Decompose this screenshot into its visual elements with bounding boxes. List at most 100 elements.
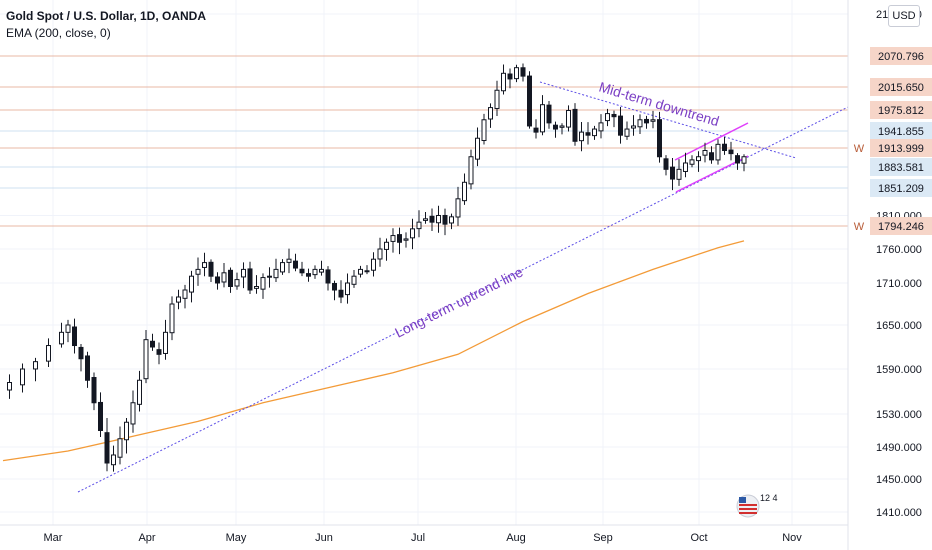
- candle[interactable]: [546, 101, 552, 129]
- candle[interactable]: [670, 158, 675, 191]
- candle[interactable]: [338, 280, 344, 304]
- candle[interactable]: [462, 173, 467, 205]
- candle[interactable]: [33, 357, 38, 382]
- candle[interactable]: [221, 263, 227, 288]
- candle[interactable]: [514, 64, 519, 83]
- candle[interactable]: [358, 265, 363, 278]
- candle[interactable]: [605, 108, 610, 127]
- candle[interactable]: [345, 273, 350, 304]
- candle[interactable]: [390, 228, 396, 253]
- candle[interactable]: [111, 445, 116, 472]
- candle[interactable]: [657, 111, 662, 163]
- candle[interactable]: [20, 363, 25, 393]
- candle[interactable]: [520, 63, 526, 82]
- candle[interactable]: [72, 318, 77, 354]
- candle[interactable]: [169, 296, 175, 341]
- candle[interactable]: [637, 114, 643, 135]
- candle[interactable]: [332, 280, 337, 301]
- currency-button[interactable]: USD: [888, 5, 920, 27]
- candle[interactable]: [137, 370, 142, 412]
- candle[interactable]: [189, 270, 194, 303]
- candle[interactable]: [286, 248, 292, 274]
- price-level-label-box[interactable]: [870, 78, 932, 96]
- candle[interactable]: [540, 95, 545, 136]
- candle[interactable]: [117, 426, 123, 465]
- candle[interactable]: [124, 418, 129, 454]
- candle[interactable]: [676, 159, 682, 186]
- candle[interactable]: [215, 272, 220, 290]
- candle[interactable]: [85, 351, 90, 388]
- candle[interactable]: [377, 237, 383, 267]
- candle[interactable]: [306, 268, 311, 282]
- candle[interactable]: [247, 261, 253, 295]
- candle[interactable]: [130, 390, 136, 433]
- candle[interactable]: [527, 71, 532, 129]
- candle[interactable]: [709, 146, 714, 164]
- candle[interactable]: [702, 142, 708, 163]
- candle[interactable]: [241, 262, 246, 289]
- price-level-label-box[interactable]: [870, 101, 932, 119]
- candle[interactable]: [455, 186, 461, 226]
- candle[interactable]: [59, 322, 64, 348]
- candle[interactable]: [475, 127, 480, 167]
- candle[interactable]: [312, 265, 318, 279]
- candle[interactable]: [403, 232, 409, 248]
- candle[interactable]: [319, 260, 324, 276]
- candle[interactable]: [384, 238, 389, 261]
- candle[interactable]: [273, 258, 279, 282]
- candle[interactable]: [611, 110, 617, 128]
- candle[interactable]: [98, 392, 103, 438]
- candle[interactable]: [254, 275, 259, 294]
- candle[interactable]: [663, 155, 669, 176]
- candle[interactable]: [683, 152, 688, 178]
- candle[interactable]: [442, 208, 448, 236]
- candle[interactable]: [364, 265, 370, 275]
- candle[interactable]: [182, 284, 188, 309]
- candle[interactable]: [572, 103, 578, 146]
- candle[interactable]: [449, 213, 454, 230]
- candle[interactable]: [423, 212, 428, 224]
- candle[interactable]: [371, 252, 376, 277]
- candle[interactable]: [429, 208, 435, 231]
- candle[interactable]: [618, 106, 623, 144]
- candle[interactable]: [228, 267, 233, 293]
- price-level-label-box[interactable]: [870, 47, 932, 65]
- candle[interactable]: [722, 136, 727, 155]
- candle[interactable]: [280, 259, 285, 275]
- candle[interactable]: [585, 122, 591, 145]
- price-level-label-box[interactable]: [870, 139, 932, 157]
- candle[interactable]: [91, 372, 97, 411]
- price-level-label-box[interactable]: [870, 158, 932, 176]
- candle[interactable]: [507, 68, 513, 89]
- candle[interactable]: [293, 253, 298, 272]
- price-level-label-box[interactable]: [870, 179, 932, 197]
- candle[interactable]: [234, 272, 240, 290]
- candle[interactable]: [416, 210, 422, 238]
- symbol-title[interactable]: Gold Spot / U.S. Dollar, 1D, OANDA: [6, 9, 207, 23]
- channel-upper-line[interactable]: [674, 122, 749, 161]
- candle[interactable]: [78, 343, 84, 372]
- candle[interactable]: [579, 121, 584, 152]
- candle[interactable]: [715, 139, 721, 165]
- time-axis[interactable]: Mar Apr May Jun Jul Aug Sep Oct Nov: [0, 524, 848, 544]
- candle[interactable]: [481, 113, 487, 145]
- candle[interactable]: [598, 114, 604, 139]
- candle[interactable]: [299, 261, 305, 277]
- candle[interactable]: [468, 149, 474, 190]
- price-level-label-box[interactable]: [870, 217, 932, 235]
- candle[interactable]: [696, 151, 701, 172]
- candle[interactable]: [104, 417, 110, 472]
- candle[interactable]: [267, 267, 272, 288]
- candle[interactable]: [566, 105, 571, 132]
- candle[interactable]: [728, 141, 734, 161]
- indicator-label[interactable]: EMA (200, close, 0): [6, 26, 111, 40]
- candle[interactable]: [501, 64, 506, 95]
- candle[interactable]: [559, 123, 565, 135]
- candle[interactable]: [553, 121, 558, 138]
- candle[interactable]: [689, 155, 695, 168]
- mid-term-downtrend-line[interactable]: [539, 81, 797, 159]
- candle[interactable]: [202, 252, 207, 277]
- candle[interactable]: [436, 205, 441, 233]
- candle[interactable]: [7, 374, 12, 399]
